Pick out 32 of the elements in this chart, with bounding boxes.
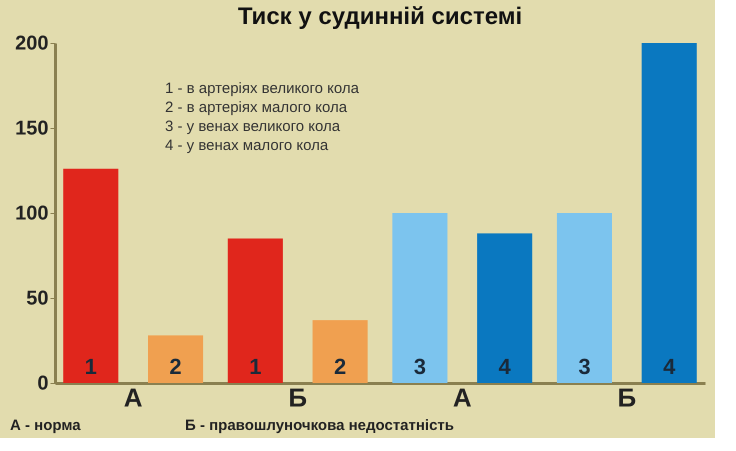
bar: [642, 43, 697, 383]
series-label: 2: [169, 354, 182, 379]
text: 3: [578, 354, 591, 379]
y-tick-label: 200: [15, 32, 48, 54]
x-tick-label: А: [452, 382, 472, 412]
x-tick-label: Б: [288, 382, 308, 412]
text: 1: [249, 354, 262, 379]
bar: [392, 213, 448, 383]
chart-title: Тиск у судинній системі: [238, 3, 522, 30]
y-tick-label: 0: [37, 372, 48, 394]
x-tick-label: Б: [617, 382, 636, 412]
text: А - норма: [10, 417, 82, 434]
text: Б - правошлуночкова недостатність: [185, 417, 454, 434]
annotation: 4 - у венах малого кола: [165, 137, 329, 154]
series-label: 1: [84, 354, 97, 379]
y-tick-label: 100: [15, 202, 48, 224]
annotation: 1 - в артеріях великого кола: [165, 80, 360, 97]
bar: [477, 233, 532, 383]
series-label: 4: [498, 354, 512, 379]
text: 4: [663, 354, 676, 379]
annotation: 3 - у венах великого кола: [165, 118, 341, 135]
bar: [63, 168, 118, 383]
text: 2: [334, 354, 346, 379]
bar: [148, 335, 204, 383]
annotation: 2 - в артеріях малого кола: [165, 99, 348, 116]
series-label: 3: [414, 354, 426, 379]
bar: [556, 213, 612, 383]
bar: [312, 320, 368, 383]
y-tick-label: 150: [15, 118, 48, 140]
y-tick-label: 50: [26, 288, 48, 310]
x-tick-label: А: [124, 382, 143, 412]
bar: [228, 238, 283, 383]
